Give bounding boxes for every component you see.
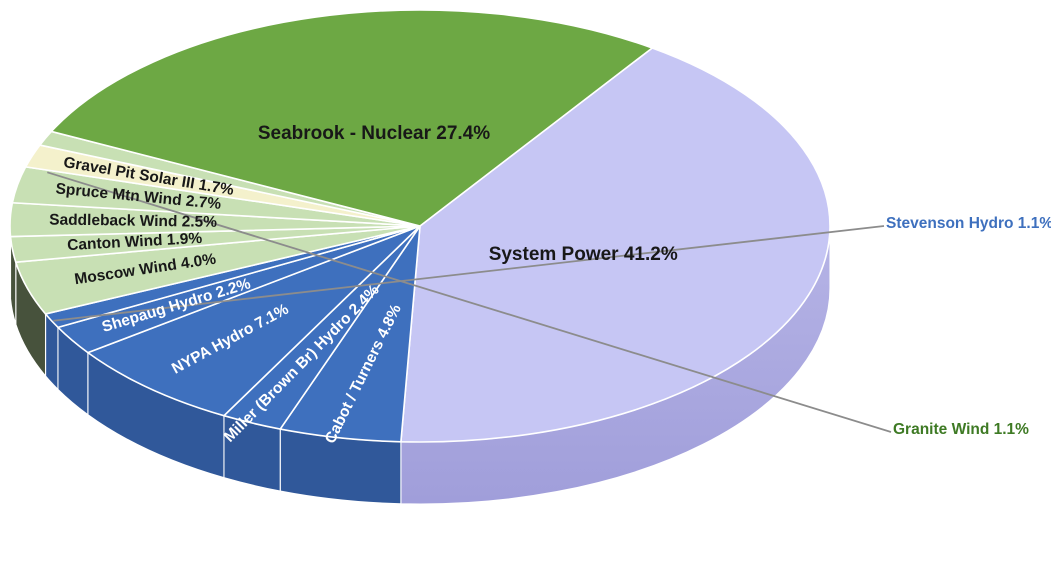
callout-label: Stevenson Hydro 1.1% [886, 215, 1051, 232]
leader-line [53, 225, 885, 322]
pie-slice-nypa-hydro[interactable] [87, 225, 421, 417]
slice-label: Seabrook - Nuclear 27.4% [258, 123, 490, 144]
pie-top-faces [9, 9, 831, 443]
pie-slice-system-power[interactable] [400, 47, 831, 443]
leader-line [46, 171, 892, 433]
slice-label: System Power 41.2% [489, 244, 678, 265]
slice-label: Saddleback Wind 2.5% [49, 211, 217, 230]
callout-label: Granite Wind 1.1% [893, 421, 1029, 438]
callout-leader-lines [46, 171, 892, 433]
pie-3d-sides [9, 225, 831, 505]
pie-slice-seabrook-nuclear[interactable] [50, 9, 654, 227]
